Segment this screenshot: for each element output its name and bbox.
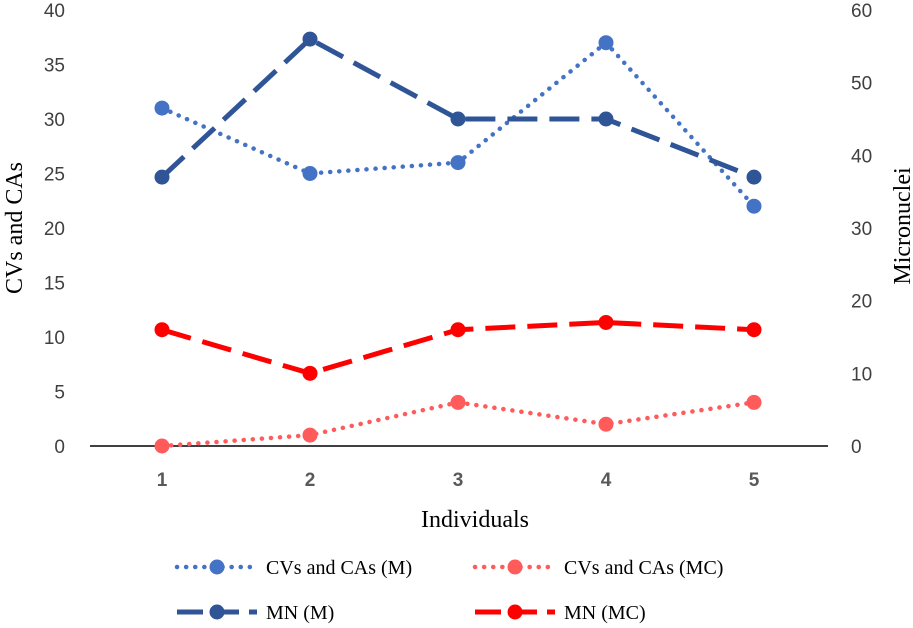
data-point <box>598 416 614 432</box>
series-line <box>160 36 755 180</box>
data-point <box>450 155 466 171</box>
series-3 <box>154 314 762 381</box>
x-tick-label: 3 <box>453 470 464 491</box>
right-axis-title: Micronuclei <box>890 167 913 285</box>
data-point <box>746 198 762 214</box>
right-tick-label: 30 <box>851 219 872 240</box>
left-tick-label: 35 <box>44 56 65 77</box>
legend: CVs and CAs (M) CVs and CAs (MC) MN (M) MN … <box>174 557 723 624</box>
data-point <box>746 394 762 410</box>
series-2 <box>154 31 762 185</box>
legend-label: MN (MC) <box>564 602 646 624</box>
right-tick-label: 50 <box>851 74 872 95</box>
series-layer <box>154 31 762 454</box>
data-point <box>154 100 170 116</box>
left-tick-label: 25 <box>44 165 65 186</box>
left-axis-title: CVs and CAs <box>2 162 28 294</box>
right-tick-label: 60 <box>851 1 872 22</box>
legend-label: CVs and CAs (MC) <box>564 557 723 579</box>
data-point <box>450 322 466 338</box>
data-point <box>302 31 318 47</box>
x-axis-title: Individuals <box>421 507 529 533</box>
legend-item: MN (MC) <box>475 602 646 624</box>
data-point <box>598 111 614 127</box>
data-point <box>598 35 614 51</box>
left-tick-label: 5 <box>54 383 65 404</box>
x-tick-label: 4 <box>601 470 612 491</box>
data-point <box>598 314 614 330</box>
legend-marker <box>507 559 523 575</box>
data-point <box>302 365 318 381</box>
data-point <box>450 394 466 410</box>
legend-label: MN (M) <box>266 602 334 624</box>
legend-item: CVs and CAs (MC) <box>472 557 723 579</box>
x-axis-ticks: 1 2 3 4 5 <box>157 470 760 491</box>
data-point <box>450 111 466 127</box>
left-tick-label: 40 <box>44 1 65 22</box>
data-point <box>746 322 762 338</box>
left-axis-ticks: 0 5 10 15 20 25 30 35 40 <box>44 1 65 458</box>
x-tick-label: 5 <box>749 470 760 491</box>
right-tick-label: 0 <box>851 437 862 458</box>
legend-marker <box>209 604 225 620</box>
legend-label: CVs and CAs (M) <box>266 557 412 579</box>
data-point <box>746 169 762 185</box>
x-tick-label: 1 <box>157 470 168 491</box>
right-axis-ticks: 0 10 20 30 40 50 60 <box>851 1 872 458</box>
left-tick-label: 15 <box>44 274 65 295</box>
data-point <box>154 438 170 454</box>
right-tick-label: 10 <box>851 364 872 385</box>
series-0 <box>154 35 762 214</box>
left-tick-label: 0 <box>54 437 65 458</box>
data-point <box>302 166 318 181</box>
legend-marker <box>209 559 225 575</box>
left-tick-label: 30 <box>44 110 65 131</box>
data-point <box>154 322 170 338</box>
data-point <box>302 427 318 443</box>
legend-item: CVs and CAs (M) <box>174 557 412 579</box>
legend-marker <box>507 604 523 620</box>
right-tick-label: 20 <box>851 292 872 313</box>
left-tick-label: 20 <box>44 219 65 240</box>
legend-item: MN (M) <box>177 602 334 624</box>
left-tick-label: 10 <box>44 328 65 349</box>
series-1 <box>154 394 762 454</box>
right-tick-label: 40 <box>851 146 872 167</box>
x-tick-label: 2 <box>305 470 316 491</box>
data-point <box>154 169 170 185</box>
